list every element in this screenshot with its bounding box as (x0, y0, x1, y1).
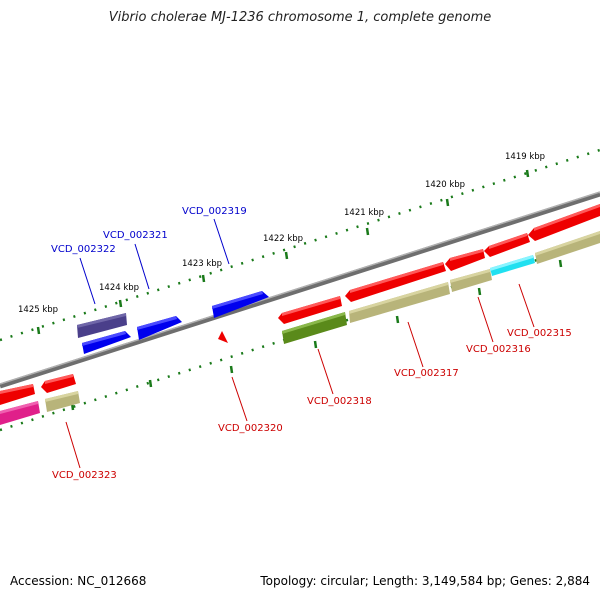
major-tick (284, 251, 289, 260)
major-tick (365, 227, 370, 236)
map-title: Vibrio cholerae MJ-1236 chromosome 1, co… (108, 10, 492, 25)
major-tick (118, 299, 123, 308)
inner-major-tick (558, 259, 563, 268)
scale-label: 1424 kbp (99, 283, 139, 293)
genome-backbone (0, 191, 600, 389)
inner-major-tick (313, 340, 318, 349)
gene-label-forward[interactable]: VCD_002321 (103, 230, 168, 241)
feature-purple[interactable] (77, 313, 127, 338)
scale-label: 1421 kbp (344, 208, 384, 218)
genome-summary-text: Topology: circular; Length: 3,149,584 bp… (260, 574, 590, 588)
inner-major-tick (229, 365, 234, 374)
gene-label-reverse[interactable]: VCD_002323 (52, 470, 117, 481)
gene-label-reverse[interactable]: VCD_002317 (394, 368, 459, 379)
major-tick (201, 274, 206, 283)
feature-magenta[interactable] (0, 401, 40, 425)
scale-label: 1423 kbp (182, 259, 222, 269)
feature-khaki[interactable] (450, 269, 492, 292)
scale-label: 1422 kbp (263, 234, 303, 244)
feature-red-arrow[interactable] (41, 374, 76, 393)
gene-label-reverse[interactable]: VCD_002320 (218, 423, 283, 434)
gene-label-reverse[interactable]: VCD_002316 (466, 344, 531, 355)
gene-label-forward[interactable]: VCD_002319 (182, 206, 247, 217)
major-tick (36, 326, 41, 335)
feature-red-small[interactable] (218, 331, 228, 343)
scale-labels: 1425 kbp 1424 kbp 1423 kbp 1422 kbp 1421… (18, 152, 545, 315)
inner-major-tick (395, 315, 400, 324)
scale-label: 1425 kbp (18, 305, 58, 315)
scale-label: 1419 kbp (505, 152, 545, 162)
major-tick (525, 169, 530, 178)
feature-red-arrow[interactable] (445, 249, 485, 271)
gene-labels: VCD_002322 VCD_002321 VCD_002319 VCD_002… (51, 206, 572, 481)
major-ticks (36, 169, 530, 335)
feature-blue-arrow[interactable] (82, 331, 131, 354)
inner-major-tick (477, 287, 482, 296)
accession-text: Accession: NC_012668 (10, 574, 147, 588)
forward-features (0, 204, 600, 405)
feature-blue-arrow[interactable] (212, 291, 269, 318)
major-tick (445, 198, 450, 207)
scale-label: 1420 kbp (425, 180, 465, 190)
label-leaders (65, 218, 535, 469)
gene-label-forward[interactable]: VCD_002322 (51, 244, 116, 255)
gene-label-reverse[interactable]: VCD_002315 (507, 328, 572, 339)
feature-red-arrow[interactable] (484, 233, 530, 257)
inner-major-tick (148, 379, 153, 388)
reverse-features (0, 231, 600, 425)
feature-khaki[interactable] (45, 391, 80, 412)
feature-olive[interactable] (282, 312, 347, 344)
gene-label-reverse[interactable]: VCD_002318 (307, 396, 372, 407)
feature-red-arrow[interactable] (345, 262, 446, 302)
feature-khaki[interactable] (349, 282, 450, 323)
outer-tick-ring (0, 148, 600, 342)
feature-blue-arrow[interactable] (137, 316, 182, 340)
